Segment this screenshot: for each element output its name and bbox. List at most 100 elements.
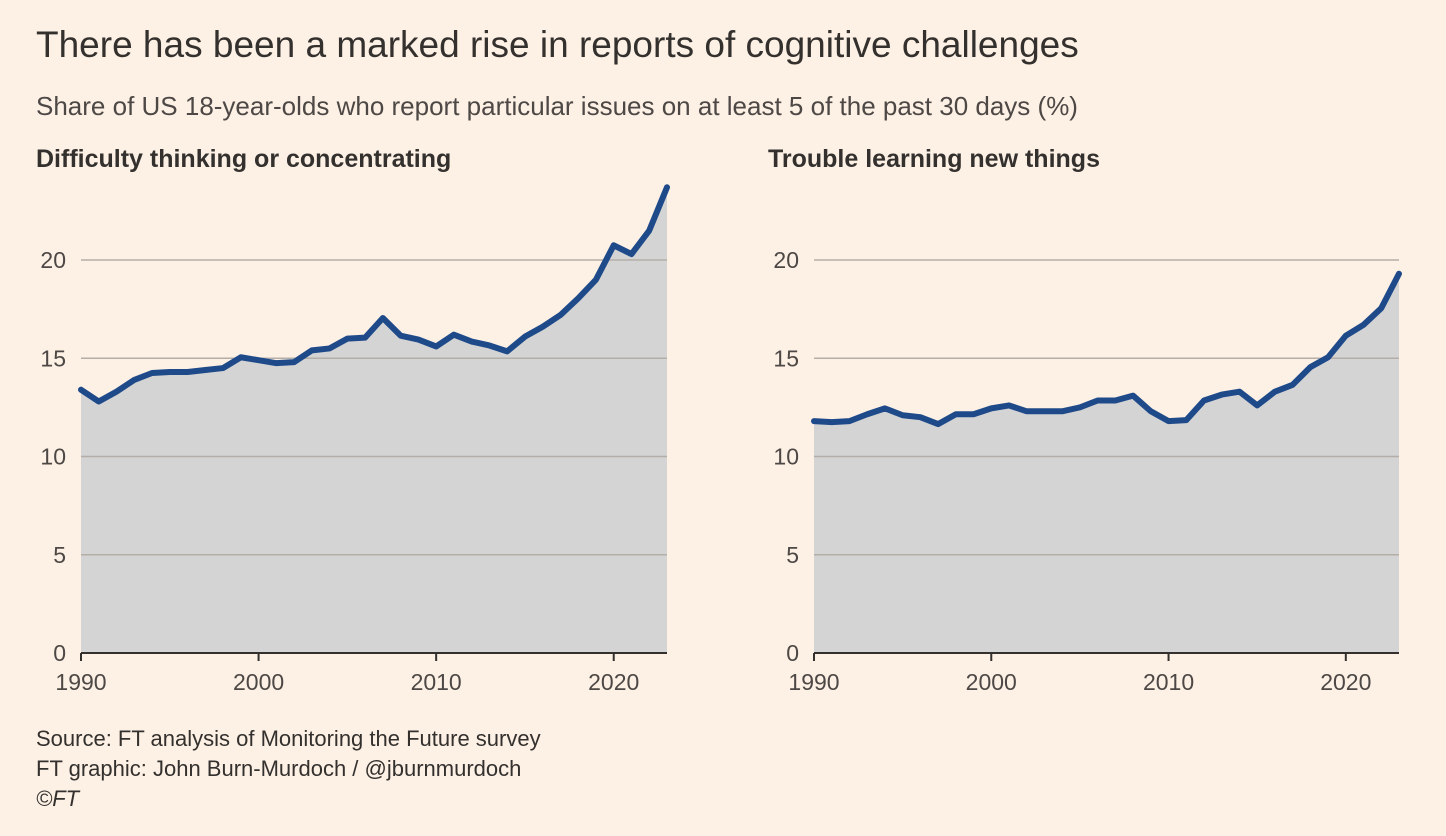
x-tick-label-2020: 2020 — [1320, 669, 1371, 695]
data-point-1999 — [238, 354, 244, 360]
data-point-1990 — [78, 387, 84, 393]
data-point-1991 — [96, 398, 102, 404]
x-tick-label-2020: 2020 — [588, 669, 639, 695]
data-point-2013 — [486, 342, 492, 348]
chart-subtitle: Share of US 18-year-olds who report part… — [36, 91, 1078, 121]
chart-footer: Source: FT analysis of Monitoring the Fu… — [36, 724, 541, 814]
x-tick-label-2010: 2010 — [411, 669, 462, 695]
data-point-2000 — [256, 357, 262, 363]
data-point-2018 — [1307, 364, 1313, 370]
data-point-2004 — [327, 345, 333, 351]
y-tick-label-10: 10 — [40, 444, 66, 470]
data-point-2009 — [415, 337, 421, 343]
data-point-2009 — [1148, 408, 1154, 414]
data-point-2003 — [309, 347, 315, 353]
data-point-2022 — [646, 228, 652, 234]
x-tick-label-2000: 2000 — [966, 669, 1017, 695]
y-tick-label-0: 0 — [786, 640, 799, 666]
data-point-2019 — [1325, 354, 1331, 360]
data-point-2006 — [1095, 398, 1101, 403]
data-point-2003 — [1041, 408, 1047, 414]
data-point-2017 — [557, 312, 563, 318]
data-point-2022 — [1378, 305, 1384, 311]
y-tick-label-10: 10 — [773, 444, 799, 470]
y-tick-label-15: 15 — [773, 345, 799, 371]
x-tick-label-1990: 1990 — [788, 669, 839, 695]
data-point-2011 — [1183, 417, 1189, 423]
data-point-2010 — [1166, 418, 1172, 424]
copyright-note: ©FT — [36, 786, 80, 811]
data-point-1995 — [900, 412, 906, 418]
panel-title-learning: Trouble learning new things — [768, 145, 1100, 173]
data-point-2005 — [1077, 404, 1083, 410]
data-point-1992 — [846, 418, 852, 424]
data-point-1996 — [917, 414, 923, 420]
data-point-2001 — [1006, 402, 1012, 408]
data-point-2021 — [1361, 322, 1367, 328]
data-point-2015 — [1254, 402, 1260, 408]
data-point-2002 — [291, 359, 297, 365]
series-line — [811, 270, 1402, 428]
data-point-2002 — [1024, 408, 1030, 414]
data-point-2012 — [1201, 398, 1207, 403]
data-point-2020 — [1343, 333, 1349, 339]
data-point-1998 — [953, 411, 959, 417]
y-tick-label-5: 5 — [53, 542, 66, 568]
data-point-2014 — [504, 348, 510, 354]
data-point-1990 — [811, 418, 817, 424]
data-point-2008 — [398, 333, 404, 339]
data-point-2013 — [1219, 392, 1225, 398]
data-point-1993 — [864, 411, 870, 417]
chart-panel-thinking: 1990 2000 2010 2020 0 5 10 15 20 — [40, 184, 670, 695]
x-tick-label-1990: 1990 — [55, 669, 106, 695]
y-tick-label-5: 5 — [786, 542, 799, 568]
data-point-2014 — [1236, 389, 1242, 395]
graphic-credit: FT graphic: John Burn-Murdoch / @jburnmu… — [36, 756, 522, 781]
data-point-1994 — [882, 405, 888, 411]
data-point-2023 — [664, 184, 670, 190]
data-point-2007 — [1112, 398, 1118, 403]
data-point-2020 — [611, 242, 617, 248]
data-point-1997 — [935, 421, 941, 427]
data-point-1991 — [829, 419, 835, 425]
y-tick-label-20: 20 — [773, 247, 799, 273]
data-point-2007 — [380, 315, 386, 321]
chart-panel-learning: 1990 2000 2010 2020 0 5 10 15 20 — [773, 247, 1402, 695]
data-point-2016 — [540, 324, 546, 330]
data-point-2012 — [469, 339, 475, 345]
data-point-1995 — [167, 369, 173, 375]
data-point-2019 — [593, 277, 599, 283]
y-tick-label-20: 20 — [40, 247, 66, 273]
data-point-1993 — [131, 377, 137, 383]
data-point-1996 — [185, 369, 191, 375]
x-tick-label-2000: 2000 — [233, 669, 284, 695]
data-point-1994 — [149, 370, 155, 376]
data-point-2023 — [1396, 271, 1402, 277]
area-fill — [814, 273, 1399, 653]
data-point-2021 — [628, 251, 634, 257]
x-tick-label-2010: 2010 — [1143, 669, 1194, 695]
chart-title: There has been a marked rise in reports … — [36, 24, 1079, 65]
data-point-2001 — [273, 360, 279, 366]
data-point-1992 — [114, 389, 120, 395]
data-point-2017 — [1290, 382, 1296, 388]
data-point-1999 — [971, 411, 977, 417]
data-point-2011 — [451, 332, 457, 338]
data-point-2006 — [362, 335, 368, 341]
data-point-2000 — [988, 405, 994, 411]
data-point-2005 — [344, 336, 350, 342]
data-point-1998 — [220, 365, 226, 371]
panel-title-thinking: Difficulty thinking or concentrating — [36, 145, 452, 173]
area-fill — [81, 187, 667, 654]
data-point-2016 — [1272, 389, 1278, 395]
data-point-1997 — [202, 367, 208, 373]
data-point-2008 — [1130, 393, 1136, 399]
data-point-2010 — [433, 343, 439, 349]
series-line — [78, 184, 670, 405]
data-point-2004 — [1059, 408, 1065, 414]
data-point-2018 — [575, 295, 581, 301]
data-point-2015 — [522, 334, 528, 340]
y-tick-label-0: 0 — [53, 640, 66, 666]
source-note: Source: FT analysis of Monitoring the Fu… — [36, 726, 541, 751]
